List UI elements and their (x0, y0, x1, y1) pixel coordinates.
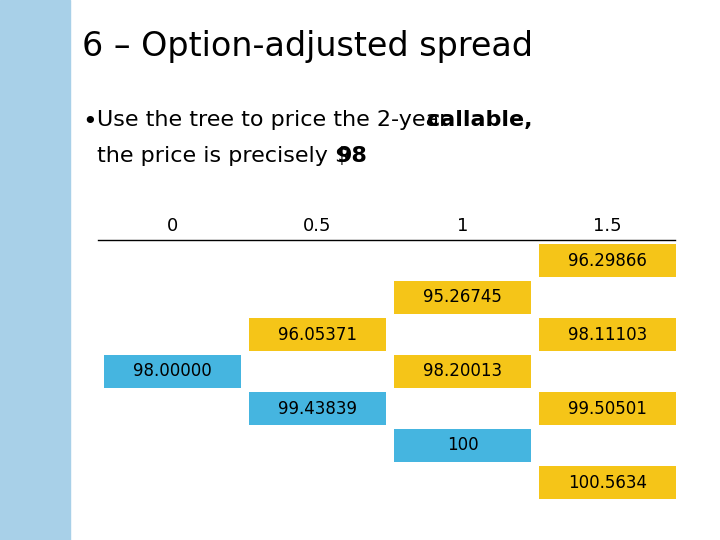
Text: 100: 100 (446, 436, 478, 455)
Bar (249, 318, 386, 351)
Bar (249, 392, 386, 425)
Bar (539, 244, 676, 277)
Text: 98: 98 (337, 146, 368, 166)
Text: 98.00000: 98.00000 (133, 362, 212, 381)
Text: 1.5: 1.5 (593, 217, 622, 235)
Text: 95.26745: 95.26745 (423, 288, 502, 307)
Text: 6 – Option-adjusted spread: 6 – Option-adjusted spread (82, 30, 533, 63)
Text: 96.29866: 96.29866 (568, 252, 647, 269)
Text: 0: 0 (167, 217, 178, 235)
Text: •: • (82, 110, 96, 134)
Text: 98.11103: 98.11103 (568, 326, 647, 343)
Text: 100.5634: 100.5634 (568, 474, 647, 491)
Text: Use the tree to price the 2‐year: Use the tree to price the 2‐year (97, 110, 456, 130)
Bar (0, 0, 70, 540)
Text: callable,: callable, (427, 110, 533, 130)
Bar (394, 281, 531, 314)
Text: 99.43839: 99.43839 (278, 400, 357, 417)
Text: 96.05371: 96.05371 (278, 326, 357, 343)
Bar (394, 429, 531, 462)
Bar (539, 318, 676, 351)
Bar (539, 392, 676, 425)
Bar (539, 466, 676, 499)
Text: 99.50501: 99.50501 (568, 400, 647, 417)
Text: the price is precisely $: the price is precisely $ (97, 146, 349, 166)
Text: 0.5: 0.5 (303, 217, 332, 235)
Bar (394, 355, 531, 388)
Text: 1: 1 (456, 217, 468, 235)
Text: 98.20013: 98.20013 (423, 362, 502, 381)
Bar (104, 355, 241, 388)
